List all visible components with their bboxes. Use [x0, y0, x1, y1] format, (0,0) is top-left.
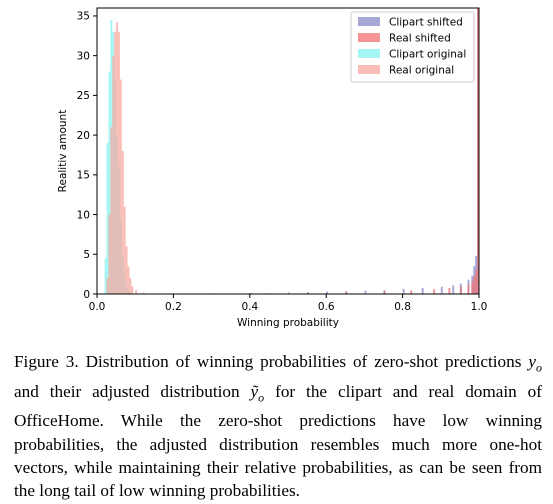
bar-3-12	[129, 278, 132, 294]
y-tick-label-5: 25	[77, 90, 90, 102]
bar-3-8	[121, 151, 124, 294]
x-axis-ticks: 0.0 0.2 0.4 0.6 0.8 1.0	[89, 294, 488, 313]
bar-1-13	[477, 8, 479, 294]
bar-0-5	[326, 291, 329, 294]
bar-1-4	[383, 291, 386, 294]
bar-3-9	[123, 206, 126, 294]
caption-symbol-y: yo	[528, 352, 542, 375]
legend-label-1: Real shifted	[389, 33, 451, 45]
y-axis-ticks: 0 5 10 15 20 25 30 35	[77, 11, 97, 301]
y-tick-label-4: 20	[77, 130, 90, 142]
y-tick-label-3: 15	[77, 170, 90, 182]
caption-text-3: for the clipart and real domain of Offic…	[14, 381, 542, 501]
x-tick-label-4: 0.8	[394, 301, 411, 313]
bar-0-12	[452, 285, 455, 294]
histogram-figure: 0.0 0.2 0.4 0.6 0.8 1.0 0 5 10 15 20 25 30 35 Winnin…	[57, 7, 488, 329]
bar-1-5	[410, 290, 413, 294]
y-tick-label-1: 5	[83, 249, 90, 261]
bar-3-14	[135, 290, 138, 294]
series-real-shifted	[211, 8, 479, 294]
caption-text-1: Distribution of winning probabilities of…	[78, 352, 529, 371]
y-tick-label-7: 35	[77, 11, 90, 23]
legend: Clipart shifted Real shifted Clipart origi…	[350, 11, 475, 83]
bar-3-4	[114, 31, 117, 294]
plot-frame	[96, 7, 480, 295]
legend-swatch-2	[358, 49, 380, 58]
legend-label-0: Clipart shifted	[389, 17, 463, 29]
x-tick-label-2: 0.4	[241, 301, 258, 313]
bar-0-3	[288, 292, 290, 294]
bar-2-0	[104, 258, 107, 294]
bar-3-10	[125, 246, 128, 294]
bar-1-9	[467, 284, 470, 294]
bar-3-3	[112, 55, 115, 294]
bar-1-11	[473, 276, 476, 294]
bar-2-2	[108, 71, 111, 294]
y-axis-label: Realitiv amount	[57, 110, 69, 193]
x-tick-label-0: 0.0	[89, 301, 106, 313]
bar-3-15	[142, 292, 145, 294]
series-real-original	[106, 22, 145, 295]
bar-3-5	[116, 22, 119, 295]
caption-text-2: and their adjusted distribution	[14, 381, 251, 401]
bar-1-3	[345, 292, 348, 294]
bar-3-13	[131, 286, 134, 294]
bar-3-7	[119, 79, 122, 294]
bar-1-12	[475, 270, 478, 294]
x-tick-label-5: 1.0	[471, 301, 488, 313]
bar-0-10	[421, 288, 424, 294]
bar-3-6	[118, 31, 120, 294]
legend-label-3: Real original	[389, 65, 454, 77]
bar-1-10	[471, 281, 474, 294]
x-axis-label: Winning probability	[237, 317, 339, 329]
legend-swatch-0	[358, 17, 380, 26]
caption-label: Figure 3.	[14, 352, 79, 371]
legend-label-2: Clipart original	[389, 49, 466, 61]
bar-0-11	[440, 286, 443, 294]
y-tick-label-2: 10	[77, 209, 90, 221]
legend-swatch-3	[358, 65, 380, 74]
caption-symbol-ytilde: ỹo	[250, 381, 265, 405]
bar-0-9	[402, 288, 405, 294]
bar-0-7	[364, 290, 367, 294]
x-tick-label-1: 0.2	[165, 301, 182, 313]
bar-3-2	[110, 127, 113, 295]
histogram-chart: 0.0 0.2 0.4 0.6 0.8 1.0 0 5 10 15 20 25 30 35 Winnin…	[57, 7, 488, 329]
y-tick-label-6: 30	[77, 50, 90, 62]
bar-3-0	[106, 278, 109, 294]
bars-layer	[104, 8, 479, 295]
bar-1-2	[307, 292, 310, 294]
bar-3-11	[127, 266, 130, 294]
y-tick-label-0: 0	[83, 289, 90, 301]
legend-box	[350, 11, 475, 83]
bar-1-8	[459, 286, 462, 294]
bar-1-6	[433, 289, 436, 294]
figure-caption: Figure 3. Distribution of winning probab…	[14, 350, 542, 503]
legend-swatch-1	[358, 33, 380, 42]
bar-1-7	[448, 288, 451, 294]
x-tick-label-3: 0.6	[318, 301, 335, 313]
bar-3-1	[108, 214, 111, 294]
bar-2-1	[106, 143, 109, 294]
